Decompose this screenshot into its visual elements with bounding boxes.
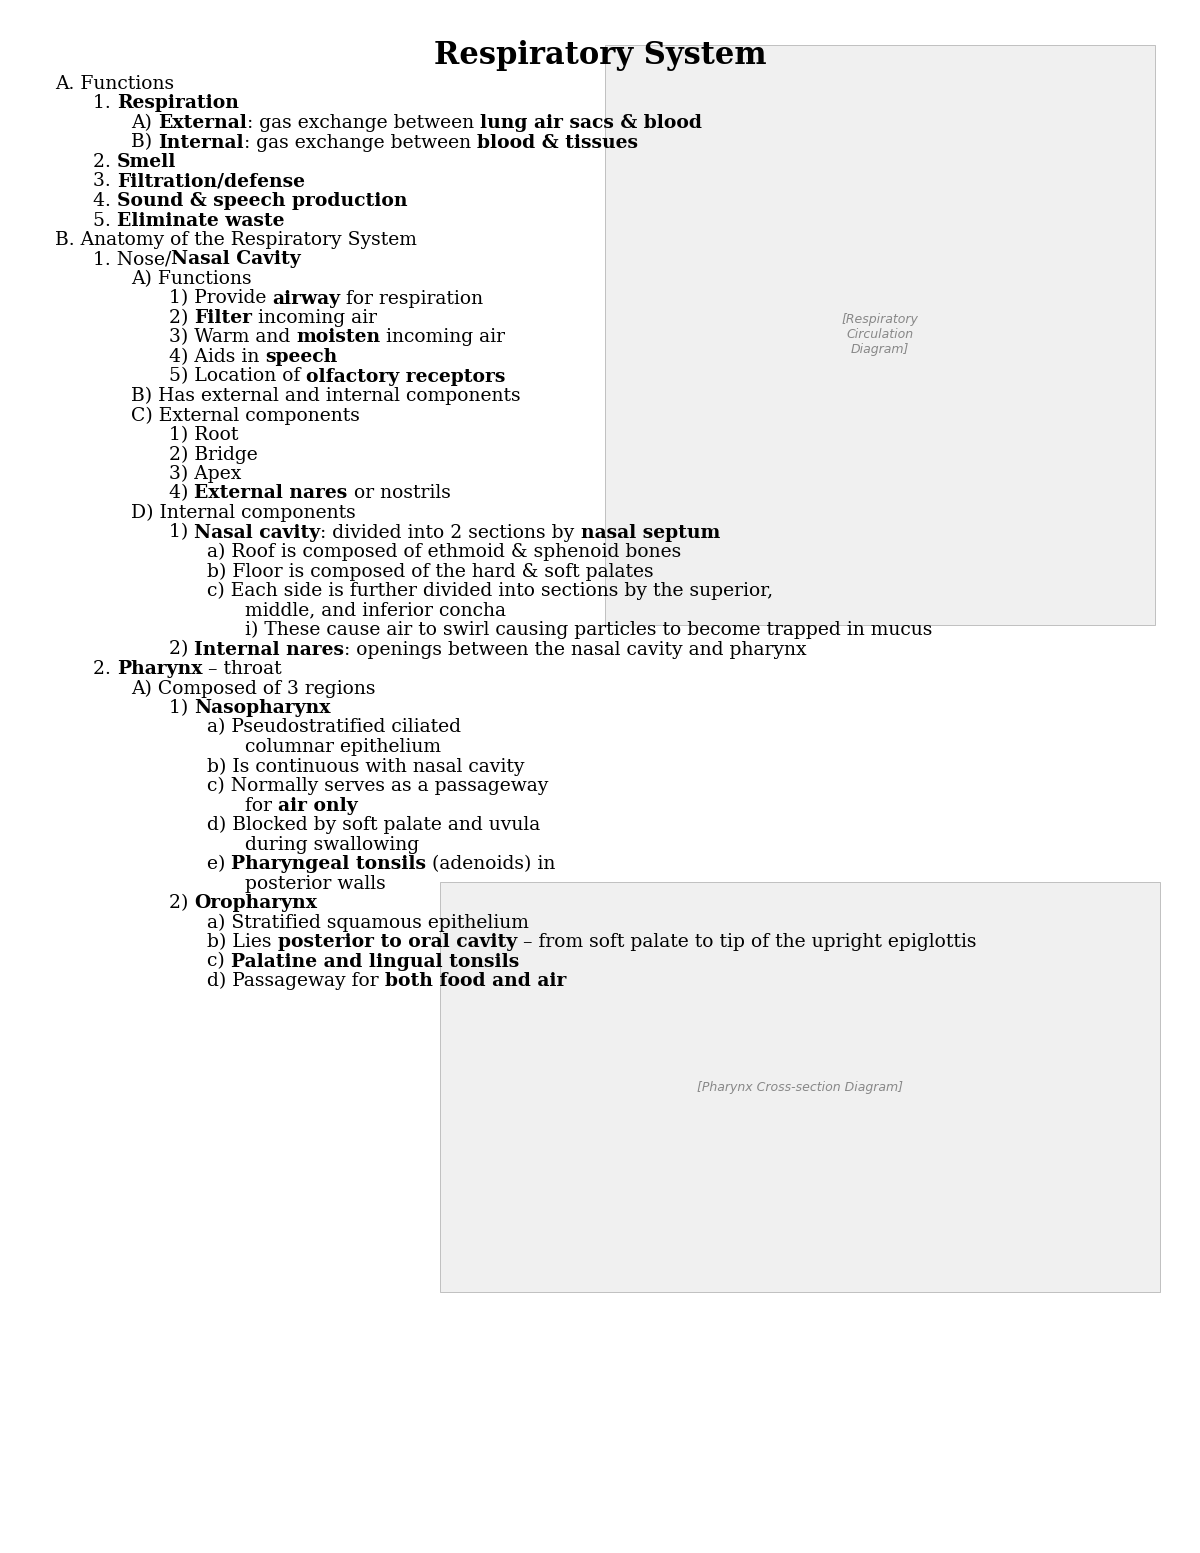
Text: Nasal cavity: Nasal cavity (194, 523, 320, 542)
Text: posterior walls: posterior walls (245, 874, 385, 893)
Text: B) Has external and internal components: B) Has external and internal components (131, 387, 521, 405)
Text: [Respiratory
Circulation
Diagram]: [Respiratory Circulation Diagram] (841, 314, 918, 357)
Text: both food and air: both food and air (385, 972, 566, 989)
Text: Sound & speech production: Sound & speech production (116, 193, 407, 210)
Text: a) Stratified squamous epithelium: a) Stratified squamous epithelium (208, 913, 529, 932)
Text: posterior to oral cavity: posterior to oral cavity (277, 933, 517, 950)
Text: speech: speech (265, 348, 337, 367)
Text: c) Normally serves as a passageway: c) Normally serves as a passageway (208, 776, 548, 795)
Text: Nasopharynx: Nasopharynx (194, 699, 331, 717)
Text: middle, and inferior concha: middle, and inferior concha (245, 601, 506, 620)
Text: i) These cause air to swirl causing particles to become trapped in mucus: i) These cause air to swirl causing part… (245, 621, 932, 640)
Text: A) Functions: A) Functions (131, 270, 252, 287)
Text: 1. Nose/: 1. Nose/ (94, 250, 172, 269)
Text: Pharyngeal tonsils: Pharyngeal tonsils (232, 856, 426, 873)
Text: A) Composed of 3 regions: A) Composed of 3 regions (131, 680, 376, 697)
Text: B. Anatomy of the Respiratory System: B. Anatomy of the Respiratory System (55, 231, 416, 248)
Text: airway: airway (272, 289, 341, 307)
Text: – from soft palate to tip of the upright epiglottis: – from soft palate to tip of the upright… (517, 933, 977, 950)
Text: Palatine and lingual tonsils: Palatine and lingual tonsils (230, 952, 520, 971)
Text: 2): 2) (169, 895, 194, 912)
Text: C) External components: C) External components (131, 407, 360, 426)
Text: External: External (158, 113, 247, 132)
Text: D) Internal components: D) Internal components (131, 505, 355, 522)
Text: or nostrils: or nostrils (348, 485, 450, 503)
Text: 2): 2) (169, 309, 194, 328)
Text: b) Is continuous with nasal cavity: b) Is continuous with nasal cavity (208, 758, 524, 776)
Text: A. Functions: A. Functions (55, 75, 174, 93)
Text: 4.: 4. (94, 193, 116, 210)
Text: – throat: – throat (203, 660, 282, 679)
Text: B): B) (131, 134, 158, 152)
Text: 2.: 2. (94, 660, 116, 679)
Text: incoming air: incoming air (252, 309, 377, 328)
Text: Smell: Smell (116, 154, 176, 171)
Text: 1): 1) (169, 523, 194, 542)
Text: b) Lies: b) Lies (208, 933, 277, 950)
Text: incoming air: incoming air (380, 329, 505, 346)
Text: Filter: Filter (194, 309, 252, 328)
Text: 3) Apex: 3) Apex (169, 464, 241, 483)
Text: Oropharynx: Oropharynx (194, 895, 317, 912)
Text: Eliminate waste: Eliminate waste (116, 211, 284, 230)
Text: blood & tissues: blood & tissues (476, 134, 638, 152)
Text: 3) Warm and: 3) Warm and (169, 329, 296, 346)
Text: : openings between the nasal cavity and pharynx: : openings between the nasal cavity and … (344, 640, 808, 658)
Text: Internal: Internal (158, 134, 244, 152)
Text: a) Pseudostratified ciliated: a) Pseudostratified ciliated (208, 719, 461, 736)
Text: c): c) (208, 952, 230, 971)
Text: 2.: 2. (94, 154, 116, 171)
Text: 4) Aids in: 4) Aids in (169, 348, 265, 367)
Bar (440, 882, 1160, 1292)
Text: for: for (245, 797, 278, 814)
Text: nasal septum: nasal septum (581, 523, 720, 542)
Text: columnar epithelium: columnar epithelium (245, 738, 442, 756)
Text: 3.: 3. (94, 172, 116, 191)
Text: 2): 2) (169, 640, 194, 658)
Text: (adenoids) in: (adenoids) in (426, 856, 556, 873)
Text: moisten: moisten (296, 329, 380, 346)
Text: [Pharynx Cross-section Diagram]: [Pharynx Cross-section Diagram] (697, 1081, 904, 1093)
Text: air only: air only (278, 797, 358, 814)
Text: : divided into 2 sections by: : divided into 2 sections by (320, 523, 581, 542)
Text: a) Roof is composed of ethmoid & sphenoid bones: a) Roof is composed of ethmoid & sphenoi… (208, 544, 682, 561)
Text: 2) Bridge: 2) Bridge (169, 446, 258, 464)
Text: Nasal Cavity: Nasal Cavity (172, 250, 301, 269)
Text: olfactory receptors: olfactory receptors (306, 368, 505, 385)
Text: for respiration: for respiration (341, 289, 484, 307)
Bar (605, 45, 1154, 624)
Text: 4): 4) (169, 485, 194, 503)
Text: d) Passageway for: d) Passageway for (208, 972, 385, 991)
Text: 5) Location of: 5) Location of (169, 368, 306, 385)
Text: b) Floor is composed of the hard & soft palates: b) Floor is composed of the hard & soft … (208, 562, 654, 581)
Text: d) Blocked by soft palate and uvula: d) Blocked by soft palate and uvula (208, 815, 540, 834)
Text: 1): 1) (169, 699, 194, 717)
Text: A): A) (131, 113, 158, 132)
Text: : gas exchange between: : gas exchange between (247, 113, 480, 132)
Text: lung air sacs & blood: lung air sacs & blood (480, 113, 702, 132)
Text: Pharynx: Pharynx (116, 660, 203, 679)
Text: c) Each side is further divided into sections by the superior,: c) Each side is further divided into sec… (208, 582, 773, 601)
Text: 1) Root: 1) Root (169, 426, 239, 444)
Text: Internal nares: Internal nares (194, 640, 344, 658)
Text: Filtration/defense: Filtration/defense (116, 172, 305, 191)
Text: e): e) (208, 856, 232, 873)
Text: Respiration: Respiration (116, 95, 239, 112)
Text: 5.: 5. (94, 211, 116, 230)
Text: : gas exchange between: : gas exchange between (244, 134, 476, 152)
Text: 1.: 1. (94, 95, 116, 112)
Text: 1) Provide: 1) Provide (169, 289, 272, 307)
Text: Respiratory System: Respiratory System (433, 40, 767, 71)
Text: during swallowing: during swallowing (245, 836, 419, 854)
Text: External nares: External nares (194, 485, 348, 503)
